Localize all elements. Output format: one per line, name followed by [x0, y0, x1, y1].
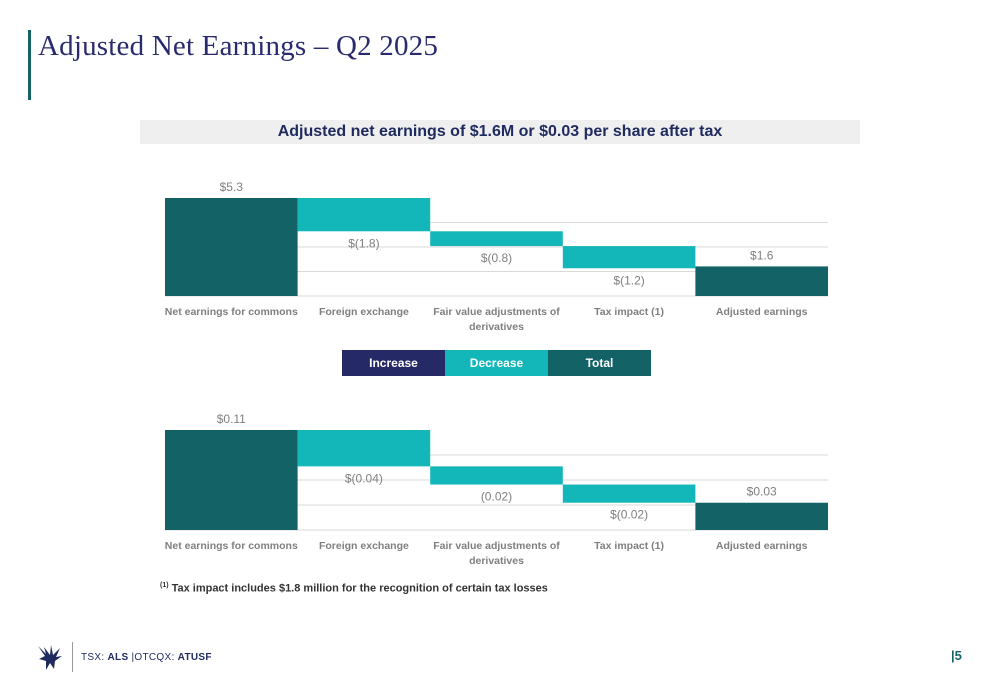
- bar-0: [165, 198, 298, 296]
- page-number: |5: [951, 648, 962, 663]
- data-label-0: $0.11: [217, 412, 246, 426]
- category-label-4: Adjusted earnings: [716, 540, 808, 552]
- category-label-0: Net earnings for commons: [165, 540, 298, 552]
- ticker-prefix: TSX:: [81, 651, 105, 663]
- ticker-separator: |OTCQX:: [131, 651, 175, 663]
- bar-4: [695, 502, 828, 530]
- bar-4: [695, 266, 828, 296]
- legend-increase: Increase: [342, 350, 445, 376]
- category-label-1: Foreign exchange: [319, 540, 409, 552]
- data-label-4: $1.6: [750, 248, 774, 262]
- bar-1: [297, 430, 431, 467]
- data-label-1: $(1.8): [348, 236, 379, 250]
- ticker-otc: ATUSF: [177, 651, 212, 663]
- footer: TSX: ALS |OTCQX: ATUSF: [36, 640, 212, 674]
- legend-decrease: Decrease: [445, 350, 548, 376]
- bar-2: [430, 466, 563, 485]
- data-label-0: $5.3: [220, 180, 244, 194]
- category-label-0: Net earnings for commons: [165, 306, 298, 318]
- category-label-3: Tax impact (1): [594, 306, 664, 318]
- chart-legend: Increase Decrease Total: [342, 350, 651, 376]
- data-label-2: (0.02): [481, 490, 512, 504]
- category-label-1: Foreign exchange: [319, 306, 409, 318]
- category-label-2: Fair value adjustments of derivatives: [433, 540, 560, 567]
- bar-0: [165, 430, 298, 530]
- bar-1: [297, 198, 431, 232]
- summary-banner-text: Adjusted net earnings of $1.6M or $0.03 …: [277, 123, 723, 140]
- category-label-3: Tax impact (1): [594, 540, 664, 552]
- bar-3: [562, 484, 696, 503]
- ticker-text: TSX: ALS |OTCQX: ATUSF: [81, 652, 212, 663]
- data-label-2: $(0.8): [481, 251, 512, 265]
- bar-3: [562, 246, 696, 269]
- page-title: Adjusted Net Earnings – Q2 2025: [38, 30, 439, 62]
- earnings-waterfall-chart: $5.3 Net earnings for commons $(1.8) Foreig…: [165, 180, 828, 333]
- data-label-1: $(0.04): [345, 471, 383, 485]
- footnote: (1) Tax impact includes $1.8 million for …: [160, 582, 548, 595]
- ticker-tsx: ALS: [107, 651, 129, 663]
- per-share-waterfall-chart: $0.11 Net earnings for commons $(0.04) Fore…: [165, 412, 828, 567]
- category-label-2: Fair value adjustments of derivatives: [433, 306, 560, 333]
- eagle-logo-icon: [38, 645, 62, 670]
- summary-banner: Adjusted net earnings of $1.6M or $0.03 …: [140, 120, 860, 144]
- category-label-4: Adjusted earnings: [716, 306, 808, 318]
- data-label-3: $(1.2): [613, 273, 644, 287]
- title-accent-bar: [28, 30, 31, 100]
- footnote-text: Tax impact includes $1.8 million for the…: [171, 582, 548, 595]
- footnote-marker: (1): [160, 582, 169, 589]
- data-label-3: $(0.02): [610, 508, 648, 522]
- data-label-4: $0.03: [747, 485, 777, 499]
- legend-total: Total: [548, 350, 651, 376]
- footer-divider: [72, 642, 73, 672]
- bar-2: [430, 231, 563, 247]
